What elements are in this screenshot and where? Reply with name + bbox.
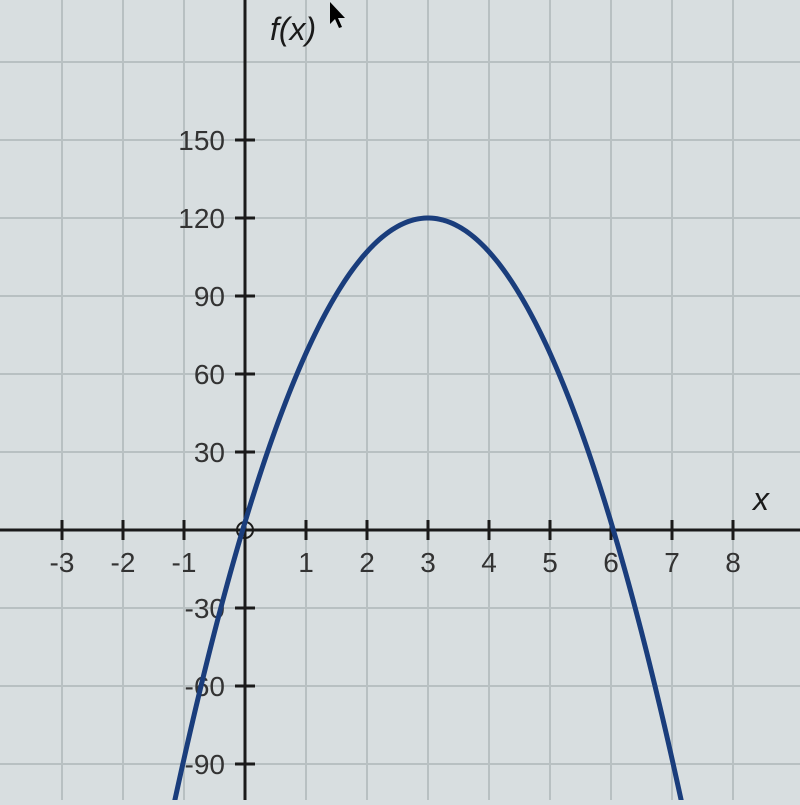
svg-text:-1: -1 bbox=[172, 547, 197, 578]
cursor-icon bbox=[330, 2, 350, 37]
svg-text:5: 5 bbox=[542, 547, 558, 578]
svg-text:60: 60 bbox=[194, 359, 225, 390]
svg-text:7: 7 bbox=[664, 547, 680, 578]
svg-text:x: x bbox=[751, 481, 770, 517]
svg-text:30: 30 bbox=[194, 437, 225, 468]
svg-text:6: 6 bbox=[603, 547, 619, 578]
parabola-chart: -3-2-112345678-90-60-30306090120150f(x)x bbox=[0, 0, 800, 800]
svg-text:1: 1 bbox=[298, 547, 314, 578]
svg-text:f(x): f(x) bbox=[270, 11, 316, 47]
svg-text:-3: -3 bbox=[50, 547, 75, 578]
chart-container: -3-2-112345678-90-60-30306090120150f(x)x bbox=[0, 0, 800, 800]
svg-text:90: 90 bbox=[194, 281, 225, 312]
svg-text:3: 3 bbox=[420, 547, 436, 578]
svg-text:-90: -90 bbox=[185, 749, 225, 780]
svg-text:2: 2 bbox=[359, 547, 375, 578]
svg-text:150: 150 bbox=[178, 125, 225, 156]
svg-text:-2: -2 bbox=[111, 547, 136, 578]
svg-text:4: 4 bbox=[481, 547, 497, 578]
svg-text:8: 8 bbox=[725, 547, 741, 578]
svg-text:120: 120 bbox=[178, 203, 225, 234]
